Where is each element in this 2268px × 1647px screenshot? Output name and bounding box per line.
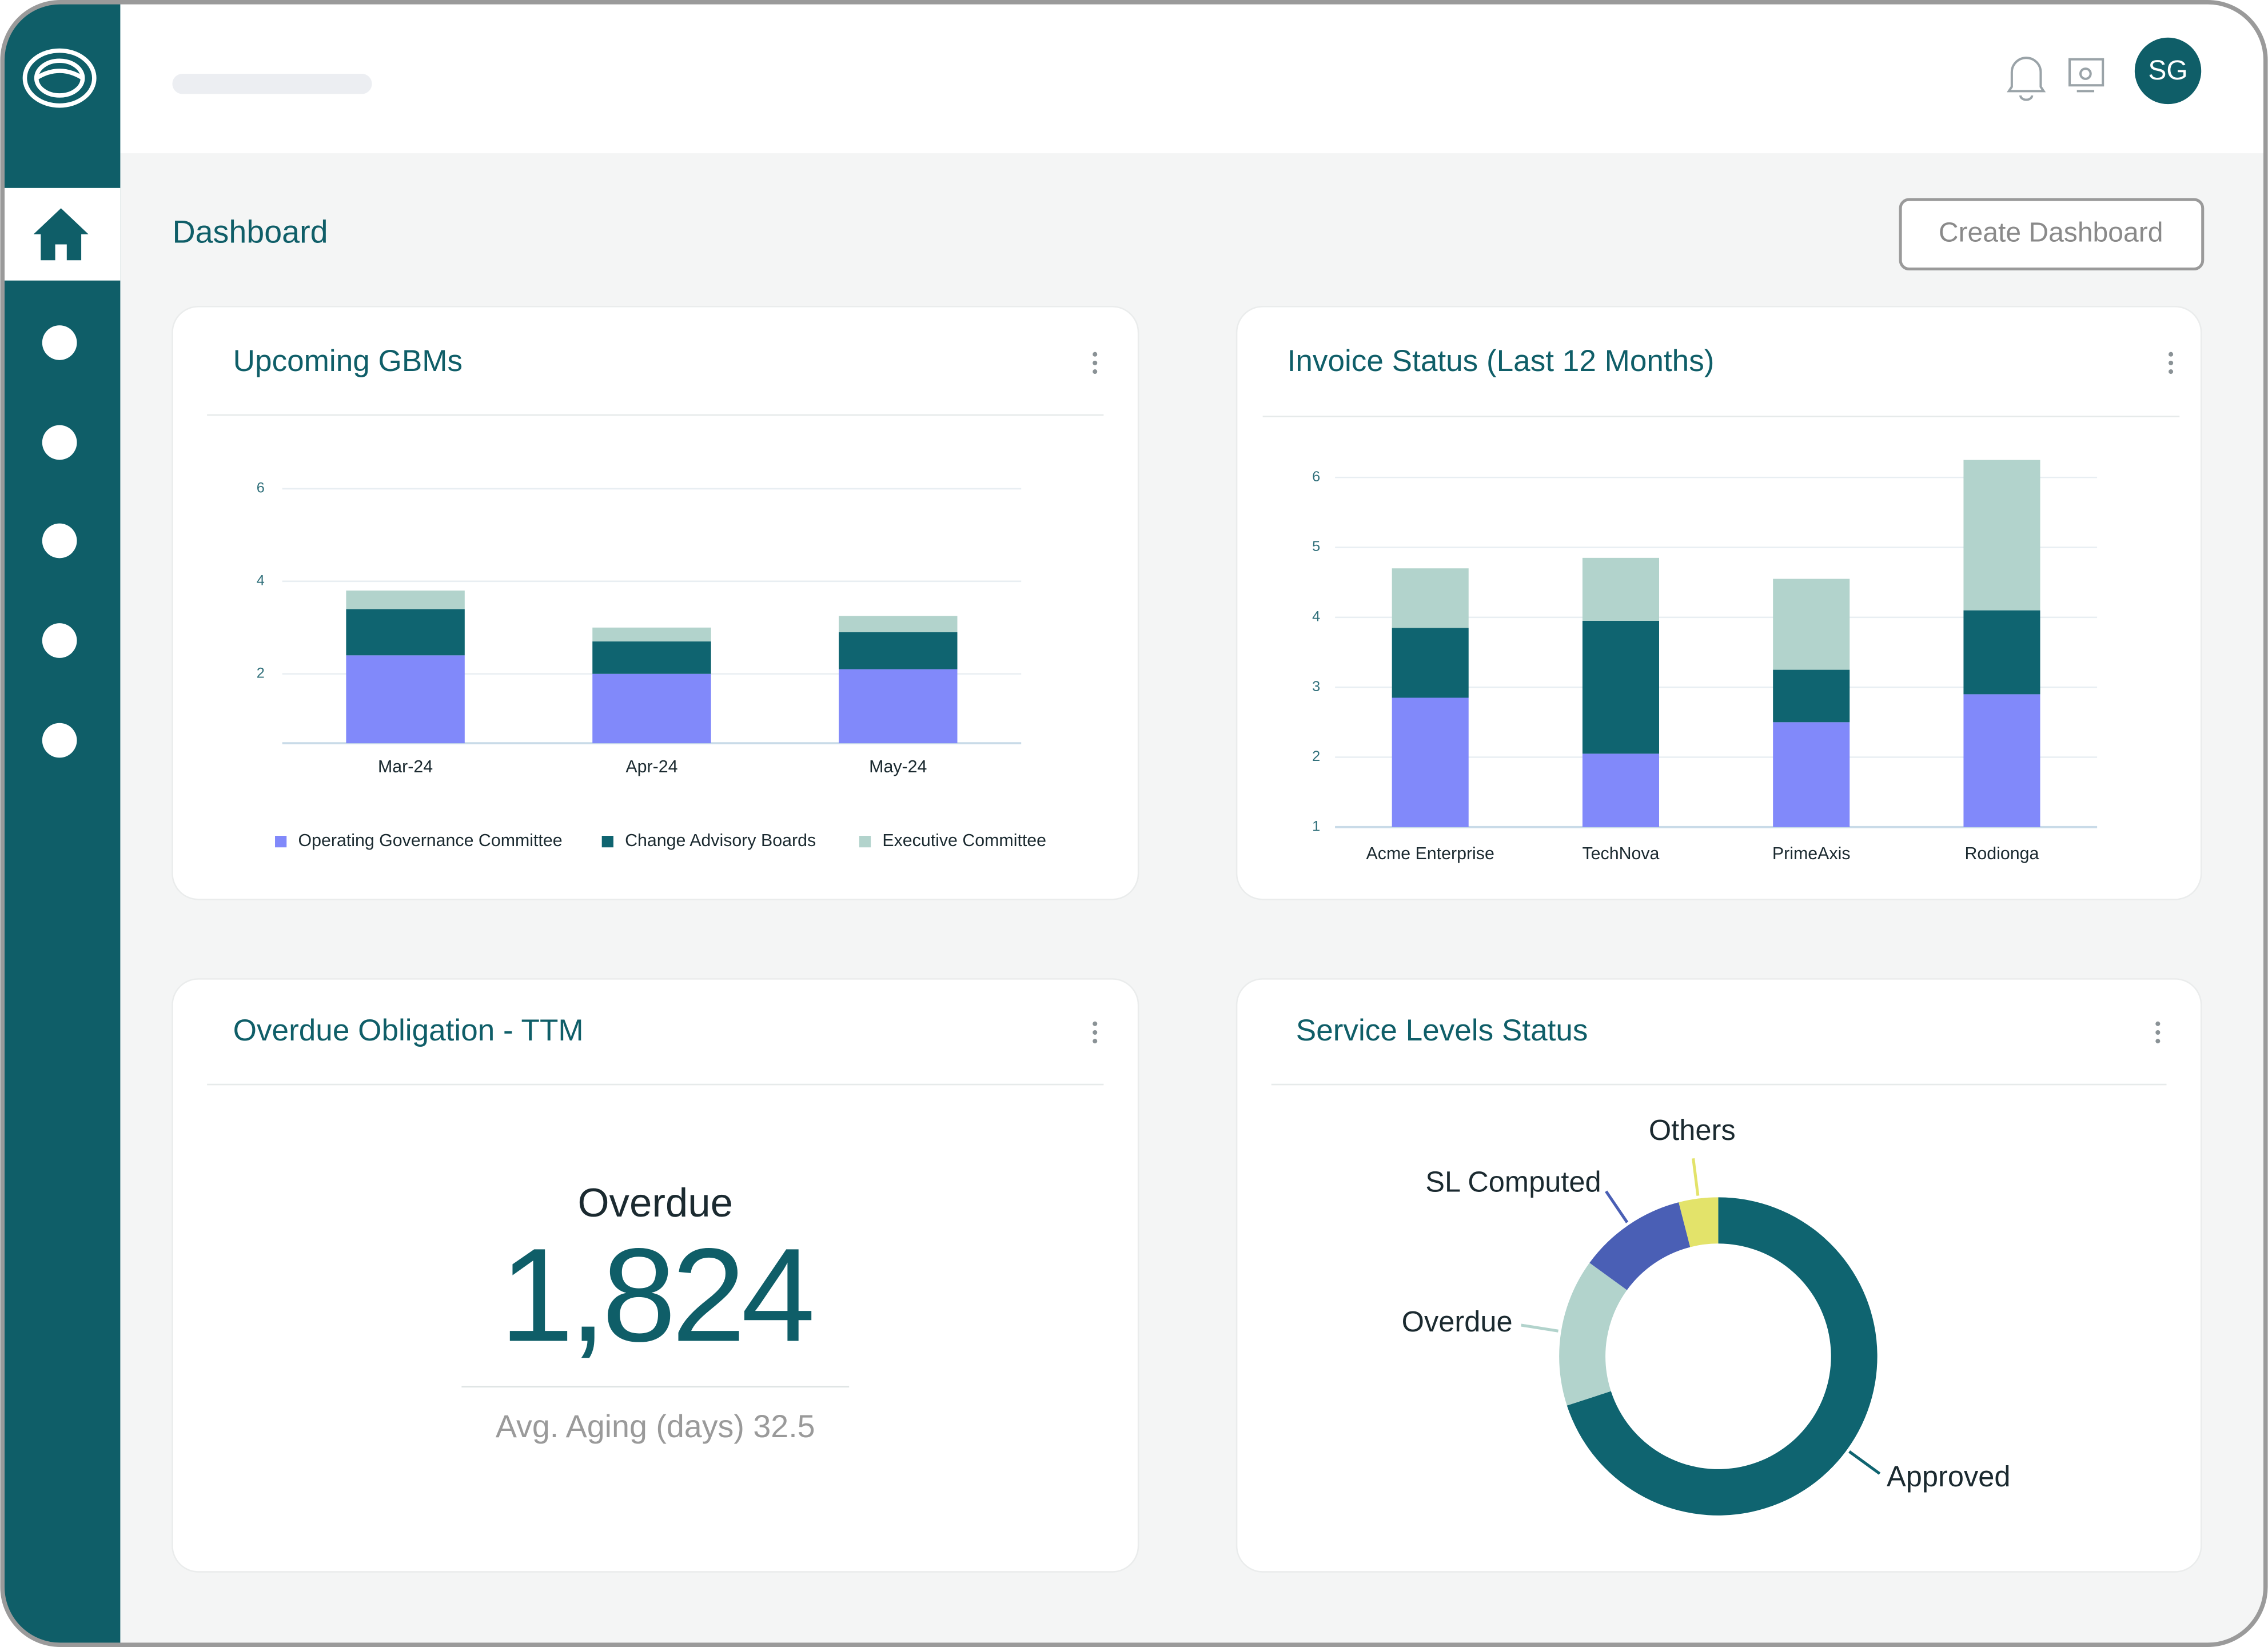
y-tick-label: 6 (257, 480, 265, 496)
legend-label: Change Advisory Boards (625, 831, 816, 850)
y-tick-label: 6 (1312, 469, 1320, 485)
pie-slice (1589, 1202, 1691, 1290)
card (1235, 305, 2202, 900)
x-tick-label: May-24 (869, 757, 927, 776)
card-title: Service Levels Status (1296, 1014, 1588, 1047)
bar-segment (1773, 722, 1850, 827)
y-tick-label: 2 (257, 665, 265, 681)
bar-segment (1392, 697, 1469, 827)
bar-segment (346, 655, 465, 744)
top-bar (120, 2, 2266, 154)
bar-segment (1963, 460, 2040, 611)
avatar-initials[interactable]: SG (2148, 55, 2187, 86)
card-title: Overdue Obligation - TTM (233, 1014, 584, 1047)
logo (22, 48, 97, 108)
bar-segment (1773, 669, 1850, 723)
x-tick-label: Acme Enterprise (1366, 844, 1494, 863)
x-tick-label: Rodionga (1965, 844, 2039, 863)
nav-item[interactable] (42, 425, 77, 460)
card-menu[interactable] (2155, 1021, 2161, 1044)
x-tick-label: Apr-24 (625, 757, 677, 776)
card-title: Invoice Status (Last 12 Months) (1288, 344, 1715, 378)
bar-segment (346, 609, 465, 656)
bar-segment (1392, 628, 1469, 698)
x-tick-label: TechNova (1582, 844, 1659, 863)
leader-line (1605, 1190, 1629, 1223)
bar-segment (1582, 620, 1659, 754)
pie-slice (1567, 1197, 1878, 1516)
leader-line (1692, 1158, 1700, 1196)
bar-segment (592, 627, 711, 642)
bar-segment (592, 641, 711, 674)
page-title: Dashboard (172, 214, 328, 249)
card-menu[interactable] (1093, 1021, 1098, 1044)
bar-segment (839, 669, 958, 744)
kpi-footer: Avg. Aging (days) 32.5 (496, 1409, 815, 1444)
card (172, 305, 1139, 900)
card-menu[interactable] (2169, 352, 2174, 374)
slice-label: Others (1649, 1114, 1736, 1146)
card (1235, 978, 2202, 1573)
y-tick-label: 4 (257, 573, 265, 589)
avatar[interactable] (2134, 37, 2202, 105)
search-placeholder[interactable] (172, 74, 372, 94)
create-dashboard-button[interactable] (1899, 198, 2205, 270)
legend-label: Executive Committee (882, 831, 1046, 850)
card-menus (1093, 352, 2174, 1044)
button-label[interactable]: Create Dashboard (1939, 217, 2163, 248)
pie-slice (1679, 1197, 1719, 1247)
y-tick-label: 5 (1312, 539, 1320, 555)
bar-segment (839, 616, 958, 632)
bar-segment (1582, 753, 1659, 827)
kpi-label: Overdue (577, 1181, 733, 1226)
x-tick-label: PrimeAxis (1772, 844, 1851, 863)
nav-item[interactable] (42, 723, 77, 758)
bar-segment (1773, 579, 1850, 670)
y-tick-label: 1 (1312, 819, 1320, 835)
bar-segment (839, 632, 958, 669)
charts: 2 4 6 Mar-24 Apr-24 May-24 Operating Governanc… (257, 460, 2098, 1516)
notification-icon[interactable] (2007, 57, 2046, 101)
card (172, 978, 1139, 1573)
bar-segment (1582, 557, 1659, 621)
bar-segment (1963, 610, 2040, 695)
legend-label: Operating Governance Committee (298, 831, 563, 850)
legend-swatch (275, 836, 287, 848)
slice-label: SL Computed (1425, 1166, 1601, 1198)
home-icon[interactable] (33, 208, 89, 261)
nav-item[interactable] (42, 325, 77, 360)
card-title: Upcoming GBMs (233, 344, 463, 378)
leader-line (1521, 1323, 1558, 1333)
legend-swatch (859, 836, 871, 848)
bar-segment (592, 673, 711, 744)
legend-swatch (601, 836, 613, 848)
y-tick-label: 3 (1312, 679, 1320, 695)
slice-label: Overdue (1402, 1305, 1513, 1338)
y-tick-label: 2 (1312, 748, 1320, 764)
bar-segment (1963, 694, 2040, 827)
x-tick-label: Mar-24 (378, 757, 433, 776)
leader-line (1848, 1450, 1881, 1475)
card-menu[interactable] (1093, 352, 1098, 374)
kpi-value: 1,824 (500, 1221, 812, 1370)
y-tick-label: 4 (1312, 609, 1320, 625)
slice-label: Approved (1887, 1460, 2011, 1493)
nav-item[interactable] (42, 523, 77, 559)
screen-icon[interactable] (2068, 58, 2104, 93)
bar-segment (346, 591, 465, 609)
nav-item[interactable] (42, 623, 77, 658)
bar-segment (1392, 568, 1469, 628)
pie-slice (1559, 1263, 1627, 1406)
